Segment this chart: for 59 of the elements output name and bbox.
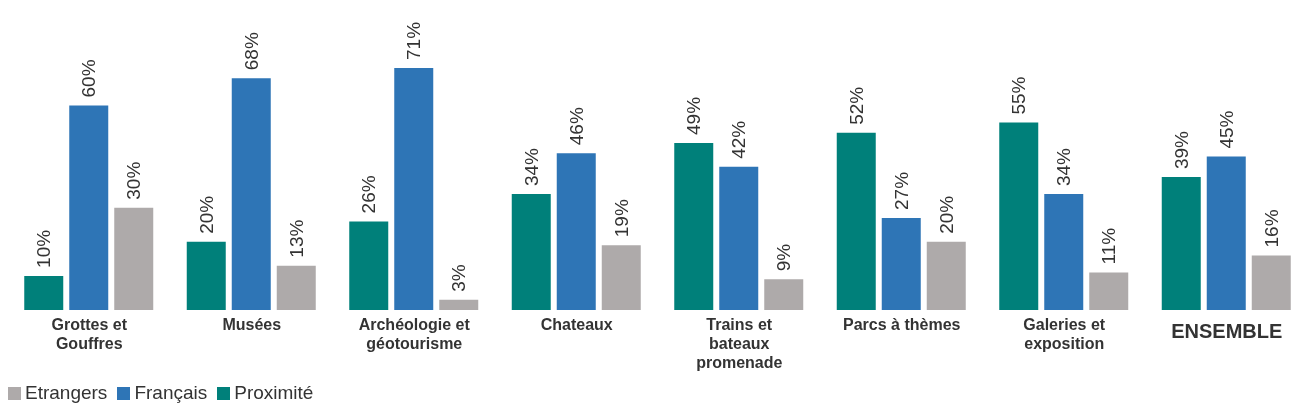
bar (186, 241, 226, 310)
data-label: 10% (33, 229, 55, 268)
data-label: 3% (448, 264, 470, 292)
data-label: 39% (1170, 130, 1192, 170)
data-label: 34% (520, 147, 542, 187)
bar (114, 207, 154, 310)
bar (511, 194, 551, 310)
legend-label: Proximité (234, 382, 314, 403)
data-label: 20% (935, 195, 957, 234)
bar (1161, 177, 1201, 310)
bar (601, 245, 641, 310)
data-label: 27% (890, 171, 912, 210)
data-label: 34% (1053, 147, 1075, 187)
data-label: 26% (358, 175, 380, 214)
bar (764, 279, 804, 310)
data-label: 9% (773, 243, 795, 272)
x-tick-label: Musées (222, 316, 282, 333)
data-label: 42% (728, 120, 750, 159)
bar (881, 217, 921, 310)
data-label: 19% (610, 199, 632, 238)
bar (69, 105, 109, 310)
bar (836, 132, 876, 310)
bar (674, 142, 714, 310)
data-label: 30% (123, 161, 145, 200)
data-label: 45% (1215, 110, 1237, 149)
x-tick-label: Galeries et exposition (1023, 316, 1106, 352)
data-label: 20% (195, 195, 217, 234)
data-label: 13% (285, 219, 307, 258)
bar (719, 166, 759, 310)
data-label: 55% (1008, 76, 1030, 115)
data-label: 49% (683, 96, 705, 135)
data-label: 52% (845, 86, 867, 125)
bar (556, 153, 596, 310)
bar (276, 265, 316, 310)
x-tick-label: Chateaux (540, 316, 613, 333)
x-tick-label: Archéologie et géotourisme (358, 316, 471, 352)
x-tick-label: ENSEMBLE (1171, 320, 1283, 342)
legend-label: Etrangers (25, 382, 108, 403)
bar (1089, 272, 1129, 310)
legend-label: Français (134, 382, 208, 403)
data-label: 71% (403, 21, 425, 60)
data-label: 16% (1260, 209, 1282, 248)
bar (349, 221, 389, 310)
bar (394, 68, 434, 310)
bar (24, 275, 64, 310)
data-label: 11% (1098, 227, 1120, 265)
bar (439, 299, 479, 310)
x-tick-label: Parcs à thèmes (843, 316, 961, 333)
bar (1044, 194, 1084, 310)
bar (926, 241, 966, 310)
bar (1206, 156, 1246, 310)
bar (999, 122, 1039, 310)
bar (1251, 255, 1291, 310)
x-tick-label: Trains et bateaux promenade (696, 316, 783, 371)
data-label: 68% (240, 32, 262, 71)
x-tick-label: Grottes et Gouffres (51, 316, 128, 352)
bar (231, 78, 271, 310)
data-label: 46% (565, 107, 587, 146)
data-label: 60% (78, 59, 100, 98)
